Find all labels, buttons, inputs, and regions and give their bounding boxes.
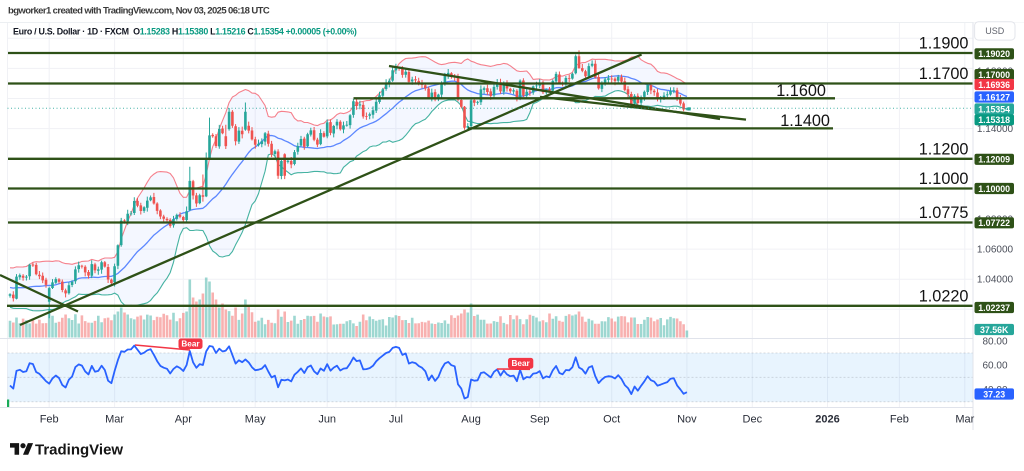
- svg-text:2026: 2026: [815, 414, 839, 426]
- svg-text:Oct: Oct: [603, 414, 620, 426]
- svg-text:TradingView: TradingView: [35, 442, 123, 459]
- svg-text:Apr: Apr: [175, 414, 192, 426]
- svg-text:Sep: Sep: [530, 414, 550, 426]
- svg-text:Jul: Jul: [389, 414, 403, 426]
- svg-text:Dec: Dec: [743, 414, 763, 426]
- svg-text:1.02237: 1.02237: [978, 303, 1010, 313]
- svg-text:Mar: Mar: [955, 414, 974, 426]
- svg-text:1.15318: 1.15318: [978, 115, 1010, 125]
- svg-text:1.06000: 1.06000: [977, 245, 1014, 256]
- svg-text:Bear: Bear: [181, 340, 200, 349]
- svg-text:Jun: Jun: [318, 414, 336, 426]
- svg-text:1.19020: 1.19020: [978, 49, 1010, 59]
- svg-text:Mar: Mar: [105, 414, 124, 426]
- svg-text:1.0220: 1.0220: [919, 287, 969, 305]
- svg-text:Aug: Aug: [461, 414, 481, 426]
- svg-text:1.15354: 1.15354: [978, 104, 1010, 114]
- svg-text:37.56K: 37.56K: [980, 325, 1009, 335]
- svg-text:1.1000: 1.1000: [919, 170, 969, 188]
- svg-text:1.1900: 1.1900: [919, 35, 969, 53]
- svg-text:1.14000: 1.14000: [977, 124, 1014, 135]
- svg-text:1.10000: 1.10000: [978, 184, 1010, 194]
- svg-text:1.16936: 1.16936: [978, 80, 1010, 90]
- svg-text:Feb: Feb: [40, 414, 59, 426]
- svg-text:Nov: Nov: [677, 414, 697, 426]
- svg-text:1.16127: 1.16127: [978, 92, 1010, 102]
- svg-text:1.1600: 1.1600: [776, 82, 826, 100]
- svg-text:60.00: 60.00: [982, 361, 1007, 372]
- svg-text:1.1200: 1.1200: [919, 141, 969, 159]
- svg-text:Feb: Feb: [890, 414, 909, 426]
- svg-text:80.00: 80.00: [982, 336, 1007, 347]
- svg-text:37.23: 37.23: [983, 389, 1005, 399]
- svg-text:1.1400: 1.1400: [780, 112, 830, 130]
- svg-text:1.17000: 1.17000: [978, 70, 1010, 80]
- svg-text:1.1700: 1.1700: [919, 65, 969, 83]
- svg-text:1.07722: 1.07722: [978, 218, 1010, 228]
- svg-text:Bear: Bear: [511, 359, 530, 368]
- svg-text:bgworker1 created with Trading: bgworker1 created with TradingView.com, …: [8, 6, 270, 17]
- svg-text:May: May: [245, 414, 266, 426]
- svg-text:Euro / U.S. Dollar · 1D · FXCM: Euro / U.S. Dollar · 1D · FXCM O1.15283 …: [13, 27, 357, 37]
- svg-text:USD: USD: [985, 26, 1005, 36]
- svg-text:1.12009: 1.12009: [978, 155, 1010, 165]
- svg-text:1.04000: 1.04000: [977, 275, 1014, 286]
- svg-text:1.0775: 1.0775: [919, 204, 969, 222]
